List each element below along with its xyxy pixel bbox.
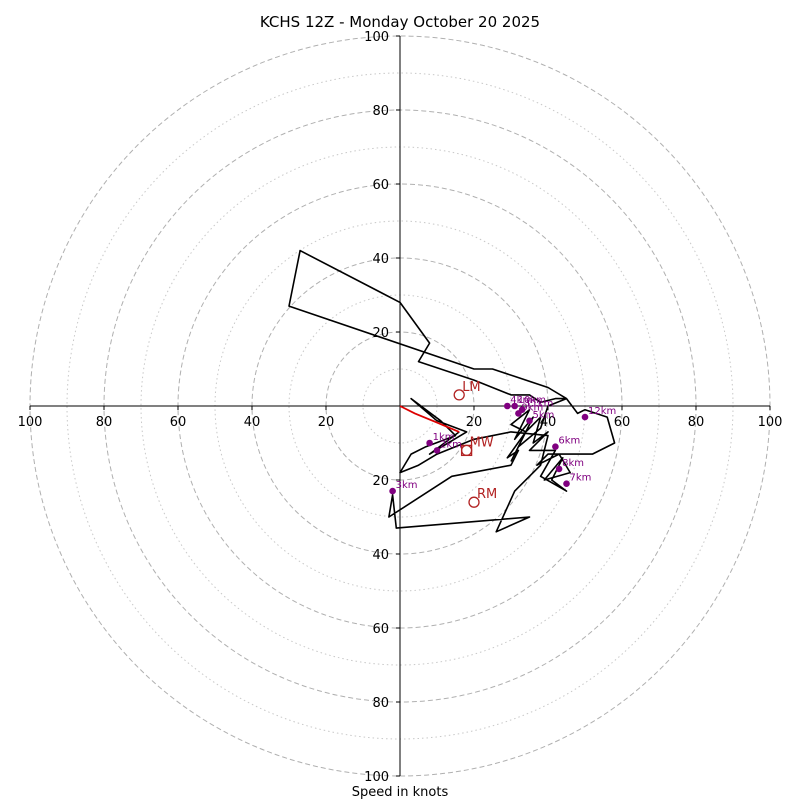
storm-motions: LM MW RM [453, 380, 497, 508]
km-marker-8km [555, 465, 563, 473]
motion-label-lm: LM [462, 380, 480, 395]
tick-label-down-60: 60 [372, 622, 389, 637]
hodograph-traces [288, 249, 616, 533]
km-marker-10km [511, 402, 518, 410]
km-marker-6km [552, 443, 559, 451]
x-axis-label: Speed in knots [352, 785, 449, 800]
motion-label-mw: MW [470, 435, 494, 450]
km-marker-3km [389, 487, 396, 495]
mean-wind-square-marker [460, 444, 473, 457]
km-marker-1km [426, 439, 433, 447]
tick-label-right-20: 20 [466, 415, 483, 430]
km-label-5km: 5km [533, 410, 555, 421]
tick-label-up-80: 80 [372, 104, 389, 119]
km-marker-5km [526, 417, 533, 425]
motion-marker-lm [453, 389, 465, 401]
km-marker-12km [581, 413, 589, 421]
km-label-2km: 2km [440, 439, 462, 450]
motion-label-rm: RM [477, 487, 497, 502]
km-label-10km: 10km [518, 395, 546, 406]
tick-label-up-60: 60 [372, 178, 389, 193]
km-marker-4km [504, 402, 511, 410]
km-label-4km: 4km [510, 395, 532, 406]
tick-label-left-100: 100 [18, 415, 43, 430]
tick-label-down-40: 40 [372, 548, 389, 563]
motion-marker-rm [468, 496, 480, 508]
tick-label-down-80: 80 [372, 696, 389, 711]
tick-label-left-40: 40 [244, 415, 261, 430]
tick-label-left-60: 60 [170, 415, 187, 430]
km-marker-7km [563, 480, 570, 488]
tick-label-down-100: 100 [364, 770, 389, 785]
tick-label-down-20: 20 [372, 474, 389, 489]
km-label-9km: 9km [521, 402, 543, 413]
tick-label-left-80: 80 [96, 415, 113, 430]
tick-label-up-40: 40 [372, 252, 389, 267]
km-marker-2km [433, 447, 441, 454]
km-marker-11km [518, 406, 526, 414]
tick-label-right-100: 100 [758, 415, 783, 430]
km-label-12km: 12km [588, 406, 616, 417]
km-label-11km: 11km [525, 399, 553, 410]
chart-title: KCHS 12Z - Monday October 20 2025 [260, 13, 540, 31]
tick-label-left-20: 20 [318, 415, 335, 430]
tick-label-up-20: 20 [372, 326, 389, 341]
tick-labels: 100 80 60 40 20 100 80 60 40 20 100 80 60 40 20 100 80 60… [18, 30, 783, 785]
tick-label-up-100: 100 [364, 30, 389, 45]
km-label-7km: 7km [570, 473, 592, 484]
hodograph-trace-line [288, 249, 616, 533]
km-label-6km: 6km [558, 436, 580, 447]
km-label-3km: 3km [396, 480, 418, 491]
km-label-1km: 1km [433, 432, 455, 443]
km-label-8km: 8km [562, 458, 584, 469]
hodograph-low-level-trace [399, 405, 460, 433]
tick-label-right-60: 60 [614, 415, 631, 430]
tick-label-right-80: 80 [688, 415, 705, 430]
